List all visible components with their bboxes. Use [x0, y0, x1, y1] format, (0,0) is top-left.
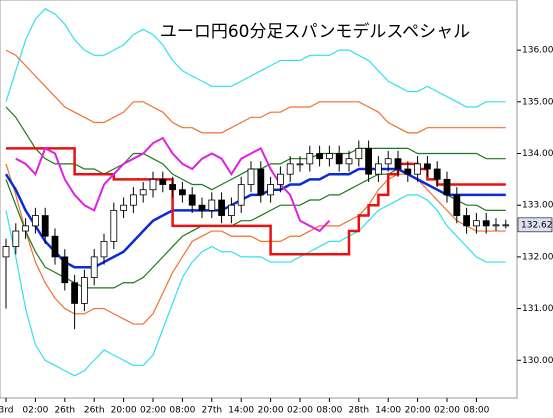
y-tick-label: 135.00: [522, 97, 553, 107]
candle-body: [365, 147, 373, 175]
x-tick-label: 02:00: [140, 406, 166, 416]
candle-body: [335, 153, 343, 165]
candle-body: [90, 256, 98, 278]
y-tick-label: 132.00: [522, 252, 553, 262]
candle-body: [482, 220, 490, 227]
x-tick-label: 26th: [54, 406, 75, 416]
indicator-line: [5, 49, 506, 134]
candle-body: [237, 184, 245, 206]
candle-body: [345, 158, 353, 165]
candle-body: [149, 178, 157, 191]
last-price-label: 132.62: [521, 220, 553, 230]
candle-body: [404, 168, 412, 175]
y-tick-label: 136.00: [522, 46, 553, 56]
candle-body: [159, 178, 167, 185]
candle-body: [22, 225, 30, 232]
indicator-line: [4, 167, 506, 269]
x-tick-label: 14:00: [375, 406, 401, 416]
candle-body: [61, 256, 69, 284]
candle-body: [306, 153, 314, 165]
candle-body: [12, 230, 20, 247]
indicator-line: [5, 163, 506, 325]
candle-body: [472, 220, 480, 227]
candle-body: [394, 158, 402, 170]
indicator-line: [5, 106, 506, 191]
x-tick-label: 28th: [348, 406, 369, 416]
plot-frame: [0, 0, 518, 399]
candle-body: [81, 277, 88, 304]
x-tick-label: 02:00: [287, 406, 313, 416]
x-tick-label: 14:00: [228, 406, 254, 416]
x-tick-label: 02:00: [434, 406, 460, 416]
candle-body: [257, 168, 265, 196]
last-price-box: [517, 217, 553, 233]
candle-body: [453, 194, 461, 216]
candle-body: [51, 235, 59, 258]
y-tick-label: 134.00: [522, 149, 553, 159]
candle-body: [247, 168, 255, 185]
candle-body: [463, 215, 471, 227]
x-tick-label: 08:00: [463, 406, 489, 416]
candle-body: [423, 163, 431, 170]
candle-body: [100, 240, 108, 258]
y-tick-label: 133.00: [522, 201, 553, 211]
candle-body: [227, 204, 235, 216]
candle-body: [32, 215, 39, 227]
candle-body: [502, 224, 510, 227]
chart-title: ユーロ円60分足スパンモデルスペシャル: [160, 21, 470, 42]
candle-body: [276, 173, 284, 185]
candle-body: [384, 158, 392, 165]
candle-body: [41, 215, 49, 237]
candle-body: [316, 153, 324, 160]
x-tick-label: 27th: [201, 406, 222, 416]
indicator-line: [5, 194, 506, 377]
candle-body: [129, 194, 137, 206]
candle-body: [120, 204, 127, 211]
candle-body: [110, 209, 118, 242]
y-tick-label: 130.00: [522, 356, 553, 366]
candle-body: [414, 163, 422, 175]
x-tick-label: 08:00: [316, 406, 342, 416]
x-tick-label: 02:00: [22, 406, 48, 416]
candle-body: [178, 189, 186, 196]
x-tick-label: 08:00: [169, 406, 195, 416]
candle-body: [355, 147, 363, 160]
indicator-line: [5, 8, 506, 108]
candle-body: [169, 184, 177, 191]
candle-body: [374, 163, 382, 175]
candle-body: [2, 246, 10, 258]
candle-body: [71, 282, 78, 304]
candle-body: [267, 184, 275, 196]
candle-body: [208, 199, 216, 211]
candle-body: [296, 163, 304, 166]
x-tick-label: 26th: [84, 406, 105, 416]
x-tick-label: 20:00: [111, 406, 137, 416]
y-tick-label: 131.00: [522, 304, 553, 314]
x-tick-label: 20:00: [405, 406, 431, 416]
candle-body: [433, 168, 441, 180]
candle-body: [218, 199, 226, 216]
candle-body: [325, 153, 333, 160]
candle-body: [139, 189, 147, 196]
candle-body: [198, 204, 206, 211]
candle-body: [492, 224, 500, 227]
candle-body: [443, 178, 451, 196]
x-tick-label: 20:00: [258, 406, 284, 416]
candle-body: [188, 194, 196, 206]
candle-body: [286, 163, 294, 175]
x-tick-label: 3rd: [0, 406, 13, 416]
